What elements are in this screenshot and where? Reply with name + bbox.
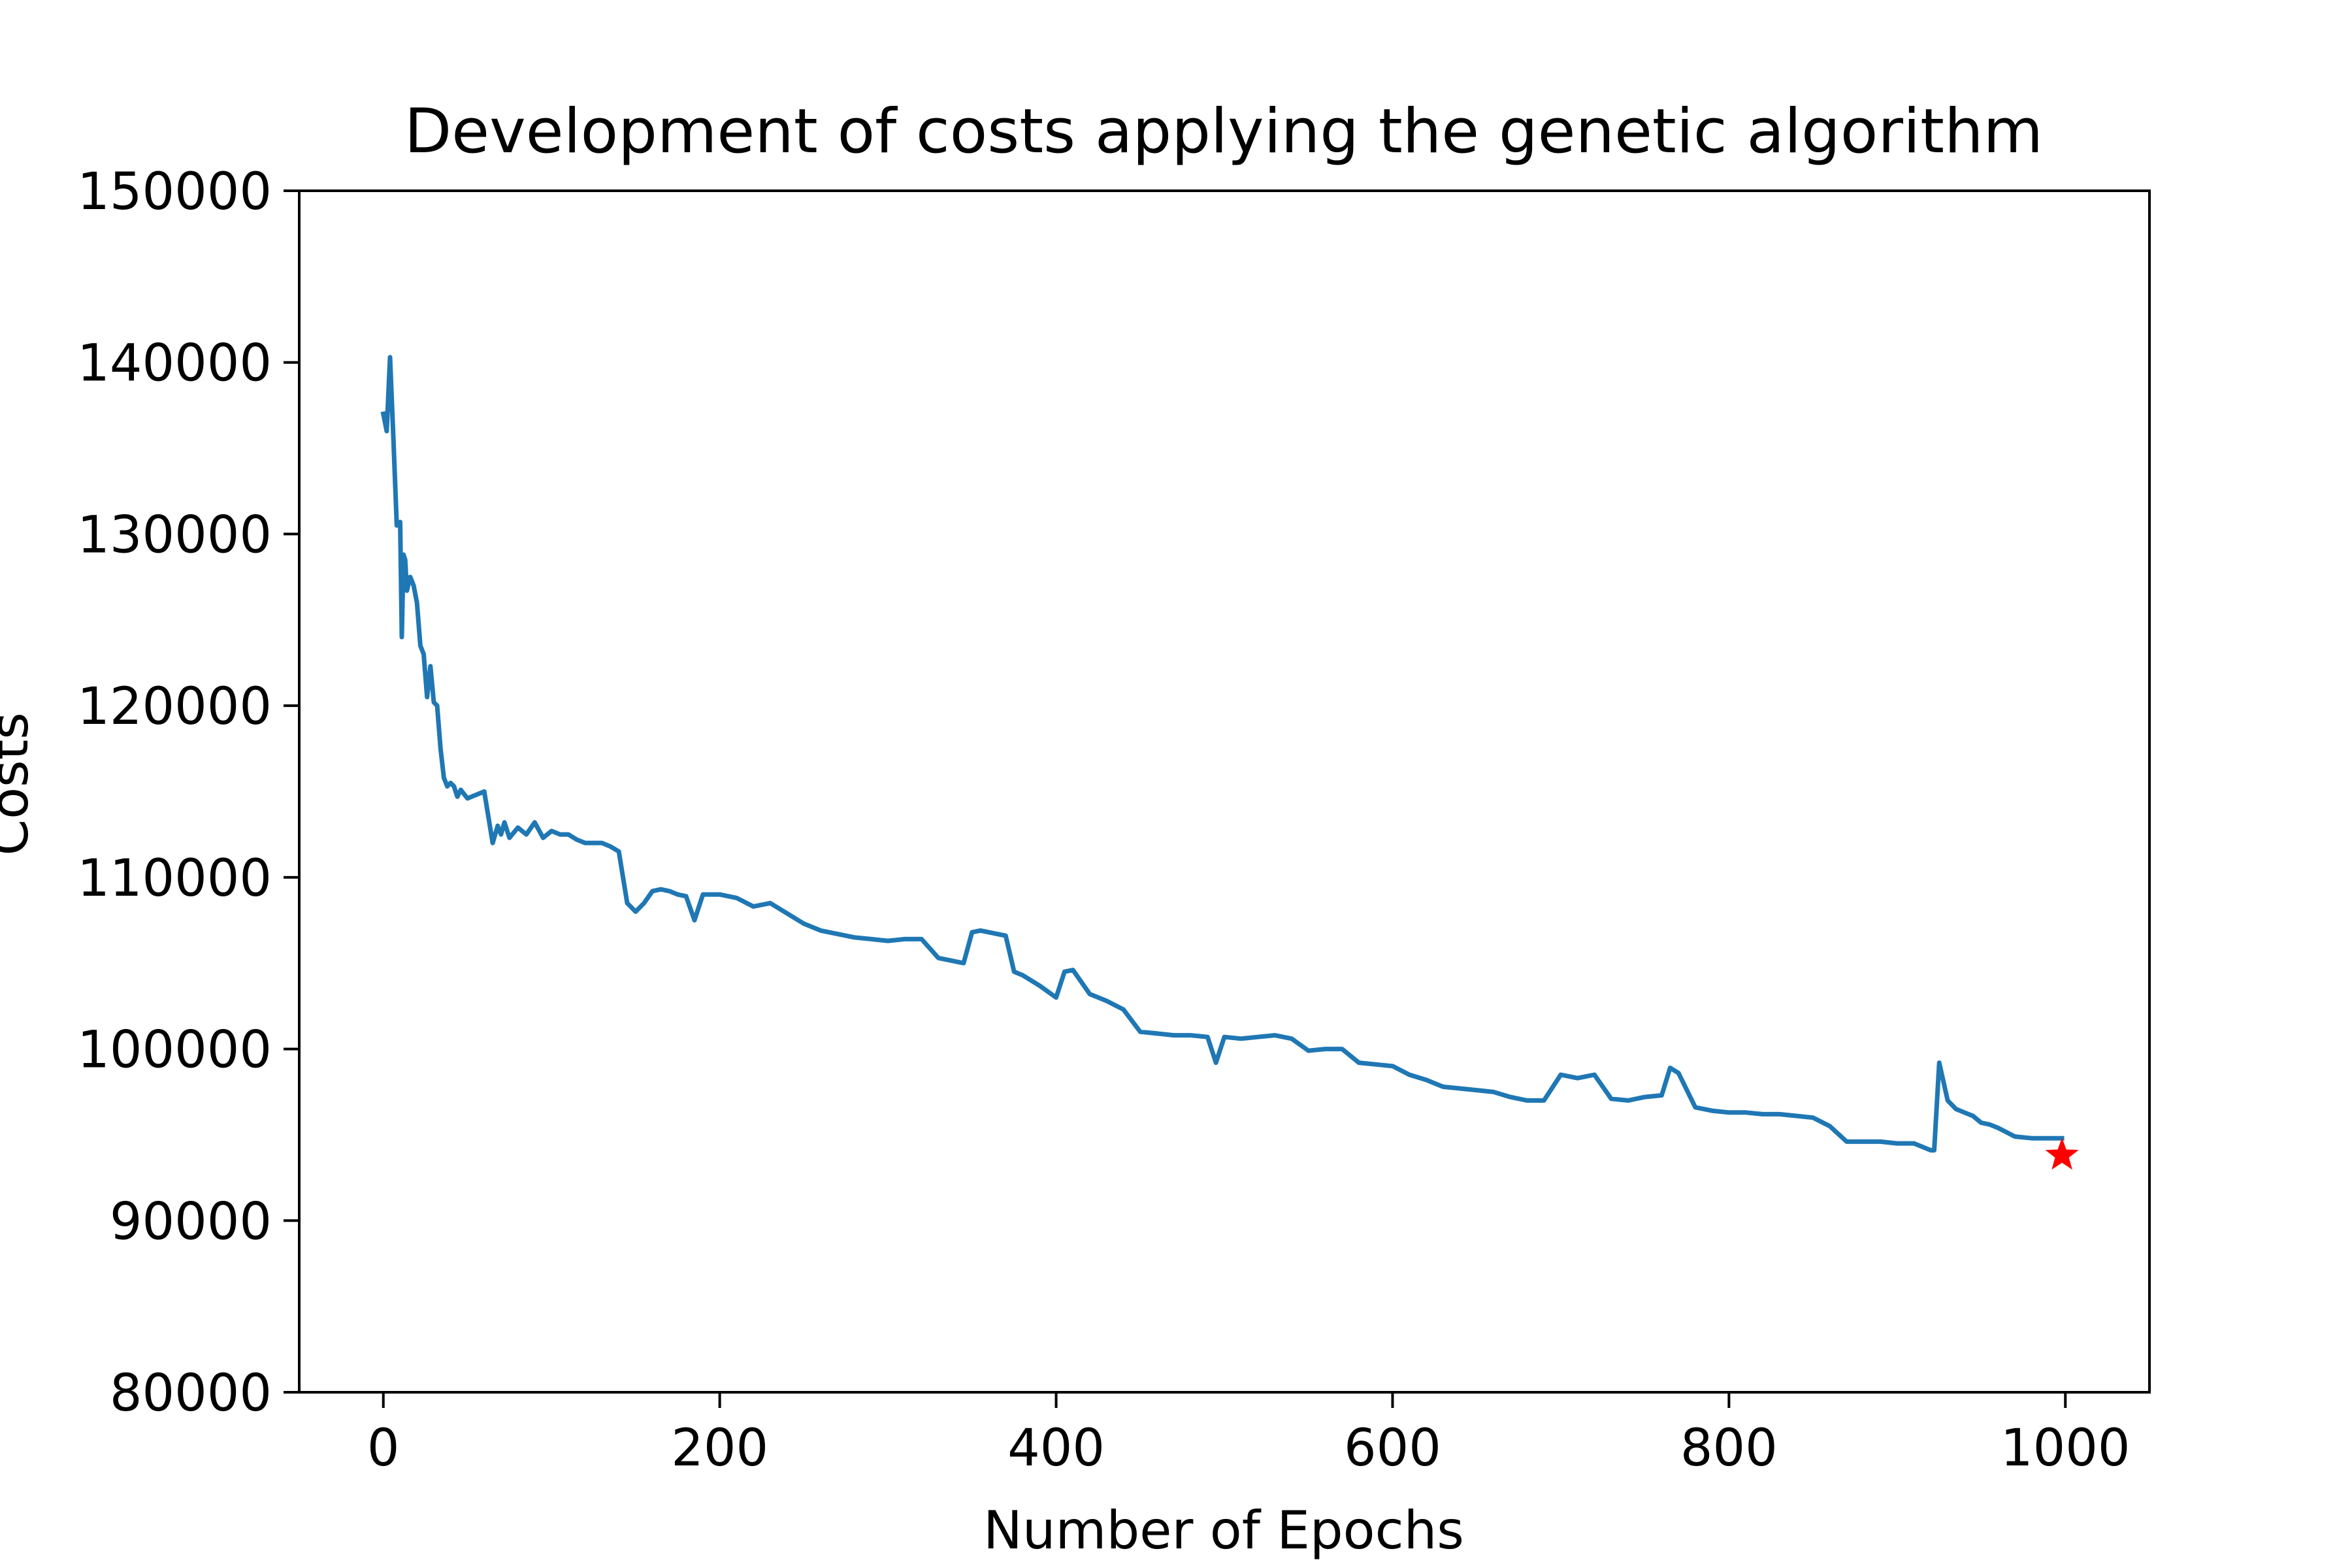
y-tick-label: 110000 (77, 849, 272, 908)
x-tick-label: 800 (1680, 1419, 1778, 1478)
y-tick-label: 80000 (110, 1364, 272, 1423)
y-tick-label: 120000 (77, 678, 272, 736)
y-tick-label: 150000 (77, 163, 272, 221)
x-tick-label: 200 (671, 1419, 768, 1478)
plot-frame (298, 189, 2151, 1394)
plot-area: 0 200 400 600 800 1000 80000 90000 100000 110000 1… (77, 163, 2151, 1478)
y-tick-label: 140000 (77, 335, 272, 393)
x-tick-label: 600 (1344, 1419, 1441, 1478)
x-tick-label: 0 (367, 1419, 400, 1478)
chart-title: Development of costs applying the geneti… (404, 96, 2043, 167)
x-axis-label: Number of Epochs (983, 1500, 1464, 1561)
y-tick-label: 90000 (110, 1192, 272, 1251)
series-line (380, 355, 2065, 1153)
x-tick-label: 400 (1007, 1419, 1105, 1478)
x-tick-label: 1000 (2001, 1419, 2131, 1478)
y-axis-label: Costs (0, 712, 40, 856)
y-tick-label: 130000 (77, 506, 272, 564)
y-tick-label: 100000 (77, 1021, 272, 1080)
best-cost-star-marker (2045, 1137, 2079, 1170)
